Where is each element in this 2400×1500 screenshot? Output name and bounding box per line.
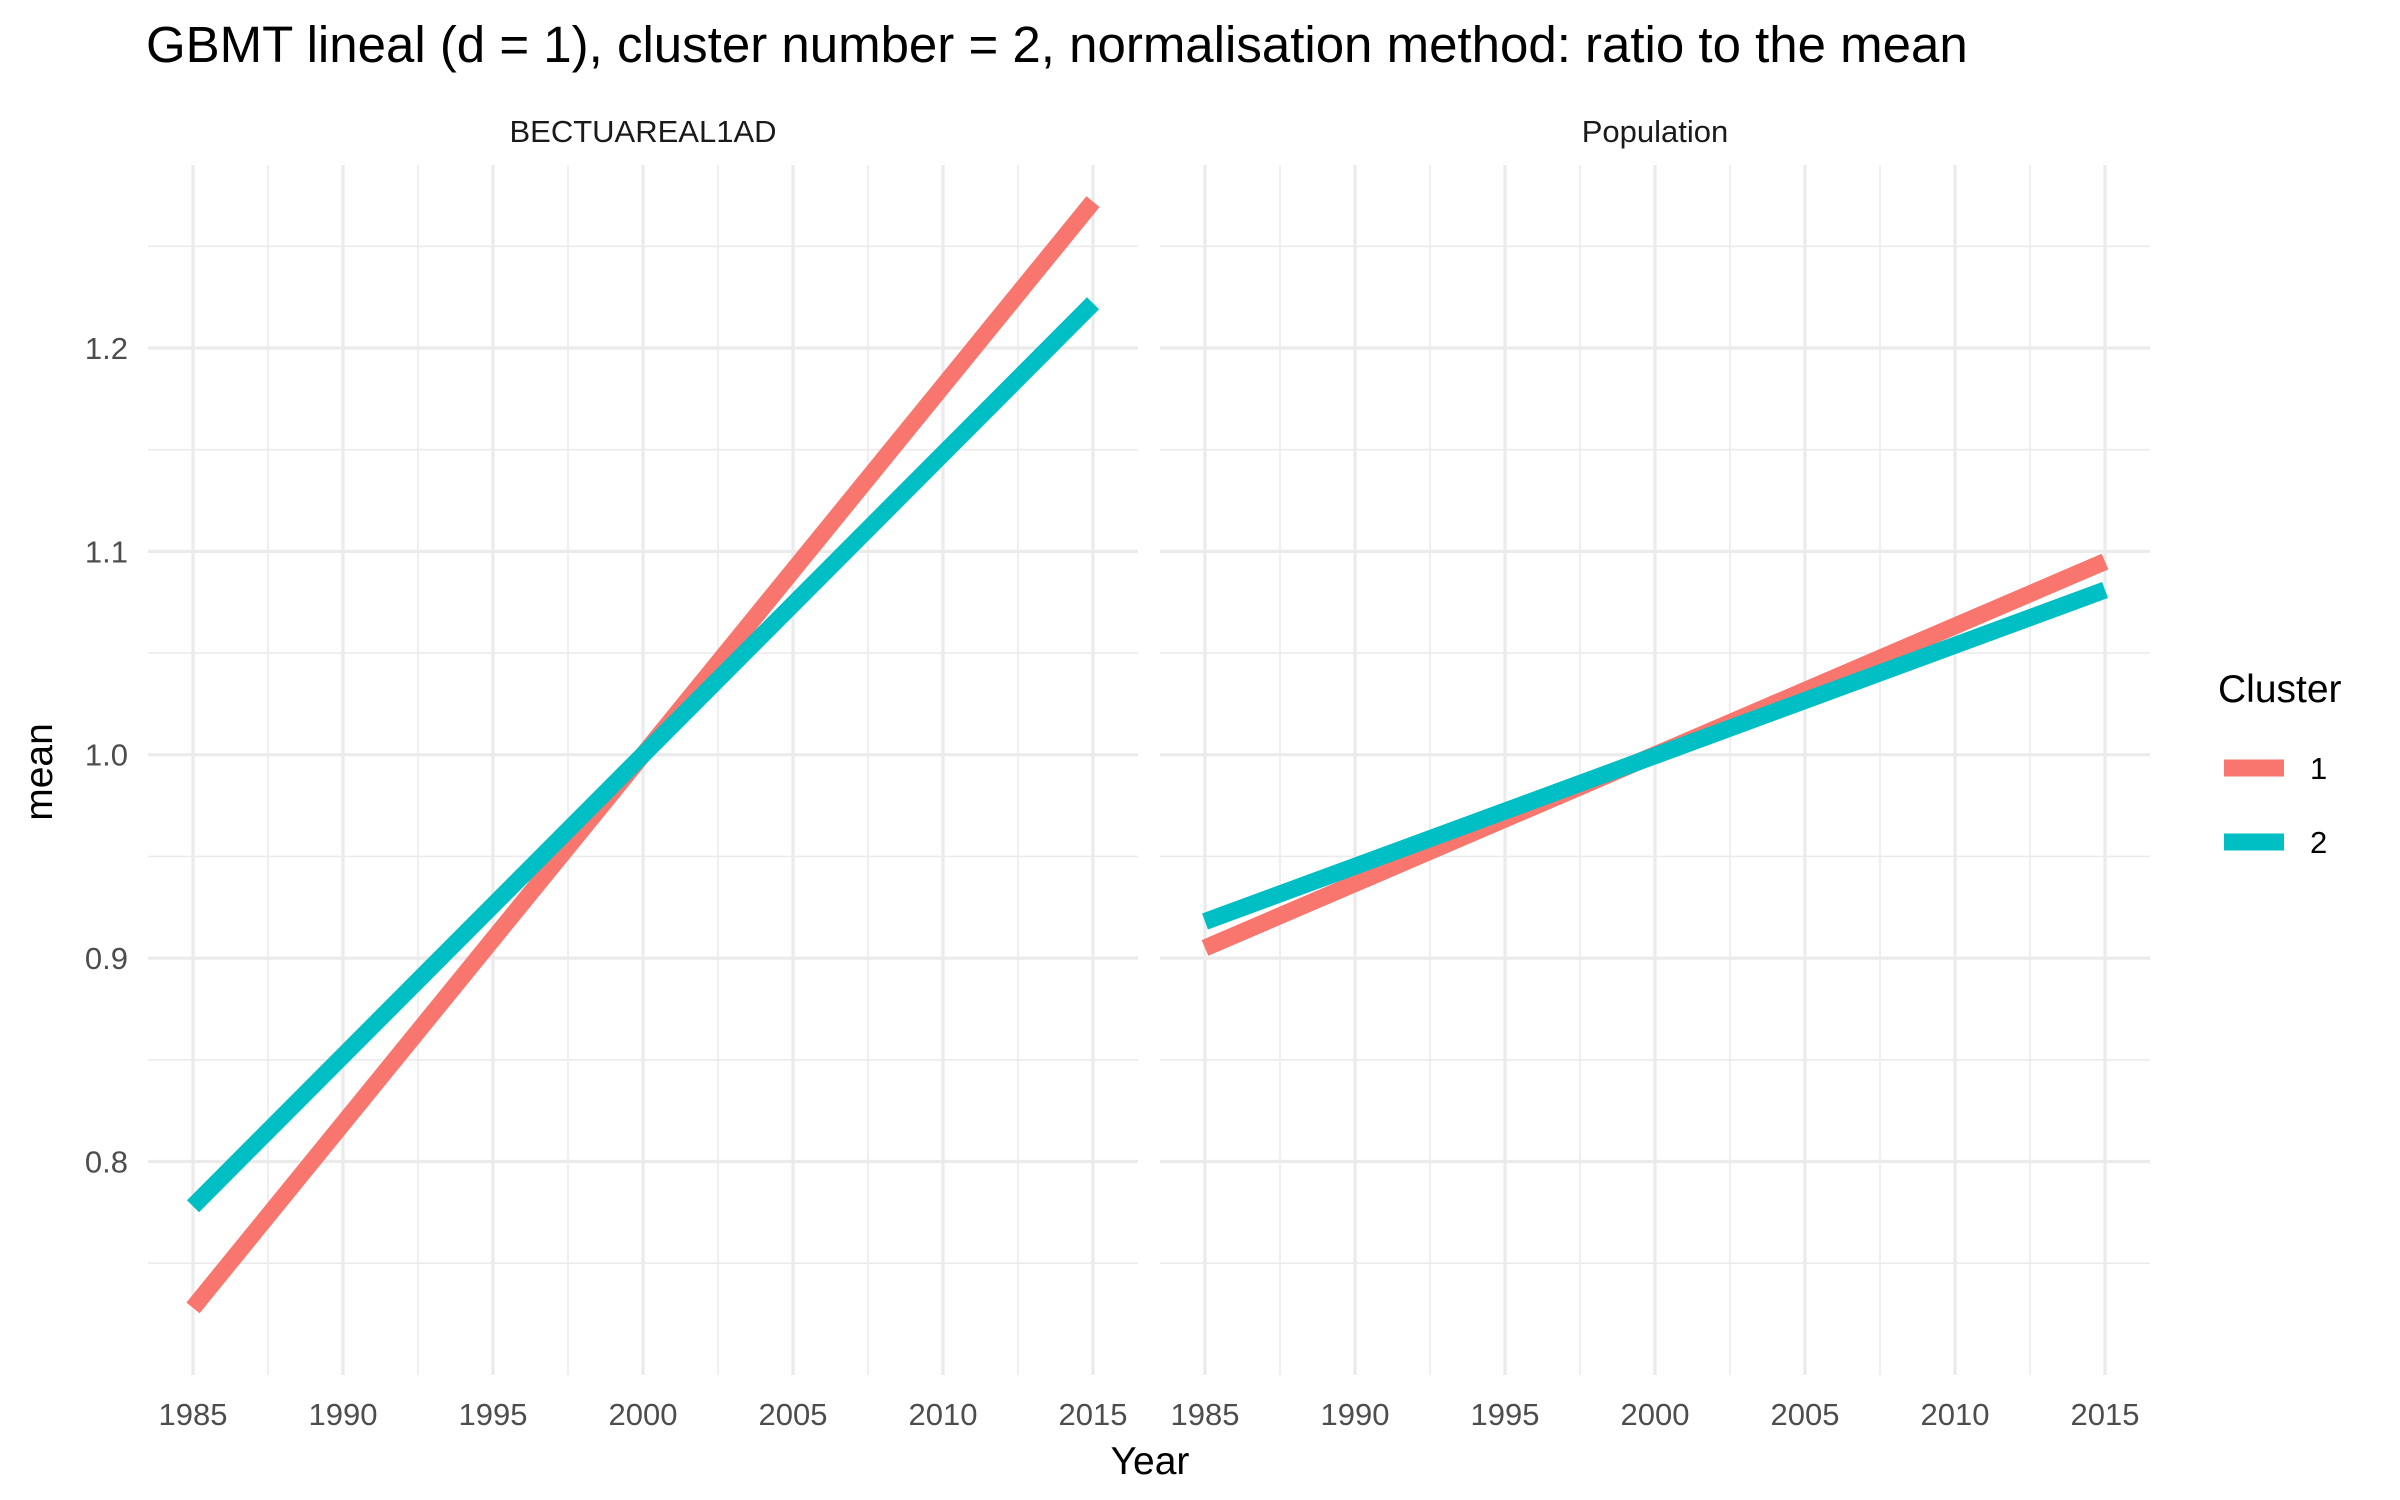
x-tick-label: 2010: [1921, 1397, 1990, 1432]
x-tick-label: 2015: [1059, 1397, 1128, 1432]
y-tick-label: 0.8: [85, 1144, 128, 1179]
x-tick-label: 1985: [159, 1397, 228, 1432]
x-tick-label: 2015: [2071, 1397, 2140, 1432]
y-axis-ticks: 0.8 0.9 1.0 1.1 1.2: [85, 331, 128, 1179]
panel-strip-label-population: Population: [1582, 114, 1729, 149]
chart-title: GBMT lineal (d = 1), cluster number = 2,…: [146, 16, 1968, 73]
y-tick-label: 0.9: [85, 941, 128, 976]
x-tick-label: 1995: [1471, 1397, 1540, 1432]
y-tick-label: 1.1: [85, 534, 128, 569]
x-tick-label: 1990: [1321, 1397, 1390, 1432]
legend-label-cluster-2: 2: [2310, 825, 2327, 860]
panel-population: Population: [1160, 114, 2150, 1375]
x-tick-label: 1995: [459, 1397, 528, 1432]
panel-strip-label-bectuareal1ad: BECTUAREAL1AD: [509, 114, 776, 149]
panel-bectuareal1ad: BECTUAREAL1AD: [148, 114, 1138, 1375]
panel-plot-area: [148, 165, 1138, 1375]
legend-items: 12: [2224, 751, 2327, 860]
x-axis-title: Year: [1111, 1440, 1190, 1483]
x-tick-label: 2000: [1621, 1397, 1690, 1432]
series-line-cluster-2: [186, 297, 1100, 1213]
x-axis-ticks: 1985 1990 1995 2000 2005 2010 2015 1985 1990 1995…: [159, 1397, 2140, 1432]
x-tick-label: 1990: [309, 1397, 378, 1432]
x-tick-label: 2005: [1771, 1397, 1840, 1432]
x-tick-label: 2000: [609, 1397, 678, 1432]
x-tick-label: 2010: [909, 1397, 978, 1432]
legend-label-cluster-1: 1: [2310, 751, 2327, 786]
panel-plot-area: [1160, 165, 2150, 1375]
legend-title: Cluster: [2218, 668, 2342, 711]
x-tick-label: 1985: [1171, 1397, 1240, 1432]
x-tick-label: 2005: [759, 1397, 828, 1432]
series-line-cluster-2: [1202, 582, 2108, 930]
y-tick-label: 1.0: [85, 738, 128, 773]
legend: Cluster 12: [2218, 668, 2342, 860]
y-axis-title: mean: [18, 723, 61, 821]
y-tick-label: 1.2: [85, 331, 128, 366]
